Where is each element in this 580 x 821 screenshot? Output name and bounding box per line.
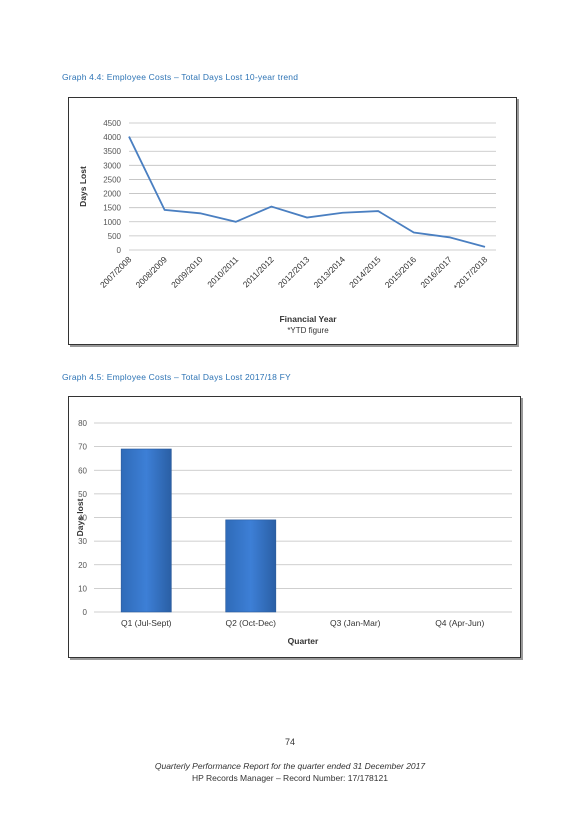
page-number: 74 — [284, 737, 295, 747]
x-tick-label: Q2 (Oct-Dec) — [225, 618, 276, 628]
y-tick-label: 70 — [78, 443, 87, 452]
x-tick-label: 2015/2016 — [383, 254, 419, 290]
y-tick-label: 20 — [78, 561, 87, 570]
line-chart: 0 500 1000 1500 2000 2500 3000 3500 4000 4500 2007… — [78, 119, 496, 335]
y-tick-label: 0 — [117, 246, 122, 255]
y-tick-label: 2500 — [103, 175, 121, 184]
line-chart-container: 0 500 1000 1500 2000 2500 3000 3500 4000 4500 2007… — [68, 97, 517, 345]
x-axis-title: Quarter — [288, 636, 319, 646]
y-tick-label: 2000 — [103, 190, 121, 199]
bar — [225, 519, 277, 613]
y-axis-title: Days Lost — [78, 166, 88, 207]
y-tick-label: 50 — [78, 490, 87, 499]
y-tick-label: 40 — [78, 514, 87, 523]
y-tick-label: 80 — [78, 419, 87, 428]
x-tick-label: 2014/2015 — [347, 254, 383, 290]
y-tick-label: 30 — [78, 537, 87, 546]
x-tick-label: 2012/2013 — [276, 254, 312, 290]
x-tick-label: 2007/2008 — [98, 254, 134, 290]
y-tick-label: 1000 — [103, 218, 121, 227]
y-axis-title: Days lost — [75, 498, 85, 536]
x-tick-label: 2009/2010 — [169, 254, 205, 290]
bar-chart-container: 0 10 20 30 40 50 60 70 80 Q1 (Jul-Sept) Q2 (Oct-De… — [68, 396, 521, 658]
x-tick-label: Q3 (Jan-Mar) — [330, 618, 381, 628]
y-tick-label: 3500 — [103, 147, 121, 156]
bar-chart: 0 10 20 30 40 50 60 70 80 Q1 (Jul-Sept) Q2 (Oct-De… — [75, 419, 512, 646]
x-tick-label: Q4 (Apr-Jun) — [435, 618, 484, 628]
y-tick-label: 3000 — [103, 161, 121, 170]
x-tick-label: 2008/2009 — [134, 254, 170, 290]
footer-report-title: Quarterly Performance Report for the qua… — [154, 761, 426, 771]
x-tick-label: 2013/2014 — [312, 254, 348, 290]
x-tick-label: Q1 (Jul-Sept) — [121, 618, 172, 628]
bar — [120, 448, 172, 613]
y-tick-label: 10 — [78, 584, 87, 593]
x-tick-label: *2017/2018 — [452, 254, 490, 292]
ytd-note: *YTD figure — [287, 326, 329, 335]
y-tick-label: 1500 — [103, 204, 121, 213]
series-line — [128, 136, 486, 248]
footer-record-number: HP Records Manager – Record Number: 17/1… — [192, 773, 388, 783]
x-tick-label: 2011/2012 — [241, 254, 276, 289]
graph-4-5-caption: Graph 4.5: Employee Costs – Total Days L… — [62, 372, 291, 382]
y-tick-label: 60 — [78, 466, 87, 475]
x-tick-label: 2016/2017 — [418, 254, 454, 290]
y-tick-label: 4000 — [103, 133, 121, 142]
x-tick-label: 2010/2011 — [205, 254, 240, 289]
y-tick-label: 0 — [83, 608, 88, 617]
x-axis-title: Financial Year — [279, 314, 337, 324]
y-tick-label: 4500 — [103, 119, 121, 128]
y-tick-label: 500 — [108, 232, 122, 241]
graph-4-4-caption: Graph 4.4: Employee Costs – Total Days L… — [62, 72, 299, 82]
